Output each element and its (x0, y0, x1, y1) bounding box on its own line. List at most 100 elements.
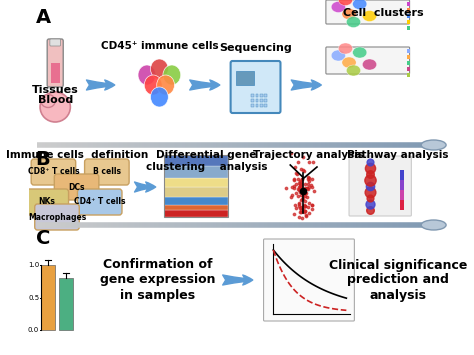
Bar (59, 278, 73, 330)
Bar (236, 71, 254, 85)
Ellipse shape (338, 43, 353, 54)
Point (288, 184, 295, 190)
Point (290, 177, 298, 183)
Point (296, 181, 303, 187)
Point (288, 192, 296, 198)
Point (301, 208, 309, 214)
Text: Tissues: Tissues (32, 85, 79, 95)
Point (309, 202, 316, 208)
Point (305, 182, 312, 187)
Bar (264, 94, 267, 97)
Bar (41, 265, 55, 330)
Point (302, 190, 310, 196)
Bar (400, 180, 404, 190)
Ellipse shape (353, 47, 367, 58)
Text: Differential gene
clustering    analysis: Differential gene clustering analysis (146, 150, 267, 171)
Point (300, 167, 307, 173)
FancyBboxPatch shape (326, 0, 410, 24)
Point (298, 192, 305, 197)
Bar (407, 14, 410, 18)
FancyBboxPatch shape (231, 61, 281, 113)
Ellipse shape (421, 220, 446, 230)
Point (309, 159, 316, 165)
Bar (264, 104, 267, 107)
Text: Macrophages: Macrophages (28, 213, 86, 222)
Point (310, 188, 318, 194)
Bar (400, 190, 404, 200)
Point (301, 203, 309, 208)
Text: CD45⁺ immune cells: CD45⁺ immune cells (100, 41, 218, 51)
Text: Cell  clusters: Cell clusters (343, 8, 423, 18)
Point (298, 207, 305, 213)
Point (302, 213, 310, 219)
Point (298, 215, 306, 220)
Point (306, 210, 313, 216)
Bar (400, 200, 404, 210)
Bar (407, 8, 410, 12)
Point (299, 206, 307, 212)
Point (301, 181, 309, 186)
Bar (407, 2, 410, 6)
Point (296, 205, 303, 211)
Point (296, 178, 303, 184)
Point (301, 198, 309, 204)
Bar (164, 155, 228, 217)
Point (305, 175, 312, 181)
Point (309, 202, 316, 208)
Text: NKs: NKs (38, 197, 55, 207)
Bar (255, 104, 258, 107)
Bar (407, 61, 410, 65)
Circle shape (157, 75, 174, 95)
Point (366, 207, 374, 213)
FancyBboxPatch shape (35, 204, 79, 230)
Point (304, 174, 311, 179)
FancyBboxPatch shape (47, 39, 63, 87)
Point (290, 183, 297, 189)
Circle shape (163, 65, 181, 85)
Point (292, 171, 300, 176)
Point (301, 203, 309, 209)
Text: 0.5: 0.5 (28, 295, 39, 300)
Point (302, 212, 310, 218)
Point (301, 190, 309, 196)
Point (301, 185, 309, 191)
Ellipse shape (331, 50, 346, 61)
Point (304, 176, 311, 182)
Point (297, 197, 305, 203)
Point (298, 183, 305, 189)
Point (292, 205, 300, 211)
Point (366, 195, 374, 201)
Point (294, 193, 301, 198)
Bar (251, 94, 254, 97)
Point (300, 202, 308, 207)
Point (293, 171, 301, 176)
Text: 1.0: 1.0 (28, 262, 39, 268)
Text: DCs: DCs (68, 182, 85, 191)
Bar (407, 73, 410, 77)
Point (291, 176, 298, 182)
Point (303, 186, 311, 191)
FancyBboxPatch shape (77, 189, 122, 215)
Text: B: B (36, 150, 50, 169)
Text: Pathway analysis: Pathway analysis (347, 150, 449, 160)
Point (304, 204, 311, 209)
FancyBboxPatch shape (31, 159, 76, 185)
Text: B cells: B cells (93, 168, 121, 176)
Ellipse shape (342, 57, 356, 68)
FancyBboxPatch shape (326, 47, 410, 74)
Text: C: C (36, 229, 50, 248)
Ellipse shape (353, 0, 367, 10)
Bar (260, 94, 263, 97)
Bar (255, 99, 258, 102)
Point (296, 185, 304, 191)
Text: Blood: Blood (37, 95, 73, 105)
Point (287, 194, 294, 200)
Bar (260, 99, 263, 102)
Point (297, 209, 304, 215)
FancyBboxPatch shape (84, 159, 129, 185)
Bar (407, 67, 410, 71)
Bar (407, 49, 410, 53)
Point (301, 193, 309, 199)
Point (301, 187, 308, 192)
Bar (164, 178, 228, 187)
